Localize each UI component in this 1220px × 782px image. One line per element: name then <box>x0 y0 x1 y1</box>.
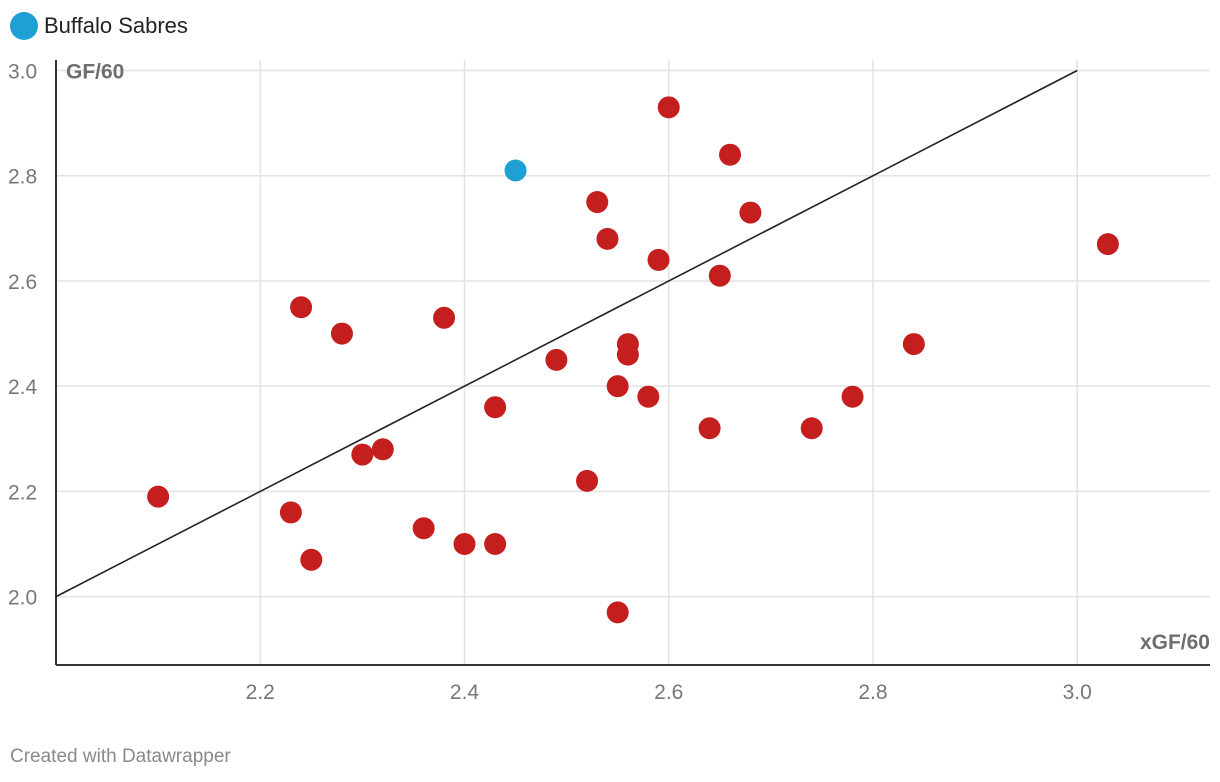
data-point <box>637 385 660 408</box>
data-point <box>300 548 323 571</box>
highlight-point <box>504 159 527 182</box>
data-point <box>412 517 435 540</box>
data-point <box>453 533 476 555</box>
data-point <box>586 191 609 214</box>
data-point <box>596 227 619 250</box>
legend-swatch <box>10 12 38 40</box>
legend-label: Buffalo Sabres <box>44 13 188 38</box>
data-point <box>279 501 302 524</box>
data-point <box>1096 233 1119 256</box>
data-point <box>484 396 507 419</box>
data-point <box>841 385 864 408</box>
data-point <box>433 306 456 329</box>
data-point <box>545 348 568 371</box>
data-point <box>902 333 925 356</box>
data-point <box>484 533 507 555</box>
data-point <box>576 469 599 492</box>
x-tick-label: 2.2 <box>246 681 275 704</box>
data-point <box>330 322 353 345</box>
legend: Buffalo Sabres <box>10 12 188 40</box>
data-point <box>800 417 823 440</box>
data-point <box>739 201 762 224</box>
data-point <box>657 96 680 119</box>
data-point <box>606 375 629 398</box>
x-tick-label: 2.8 <box>858 681 887 704</box>
data-point <box>147 485 170 508</box>
data-point <box>708 264 731 287</box>
reference-line <box>55 69 1078 598</box>
y-tick-label: 3.0 <box>8 61 37 84</box>
x-tick-label: 2.4 <box>450 681 480 704</box>
y-tick-label: 2.4 <box>8 376 38 399</box>
y-tick-label: 2.8 <box>8 166 37 189</box>
data-point <box>290 296 313 319</box>
y-tick-label: 2.6 <box>8 271 37 294</box>
data-point <box>351 443 374 466</box>
x-axis-title: xGF/60 <box>1140 631 1210 654</box>
footer-credit: Created with Datawrapper <box>10 746 231 767</box>
y-axis-title: GF/60 <box>66 61 124 84</box>
x-tick-label: 2.6 <box>654 681 683 704</box>
data-point <box>606 601 629 624</box>
data-point <box>616 343 639 366</box>
y-tick-label: 2.0 <box>8 587 37 610</box>
y-tick-label: 2.2 <box>8 481 37 504</box>
x-tick-label: 3.0 <box>1063 681 1092 704</box>
data-point <box>371 438 394 461</box>
data-point <box>698 417 721 440</box>
data-point <box>647 248 670 271</box>
data-point <box>719 143 742 166</box>
